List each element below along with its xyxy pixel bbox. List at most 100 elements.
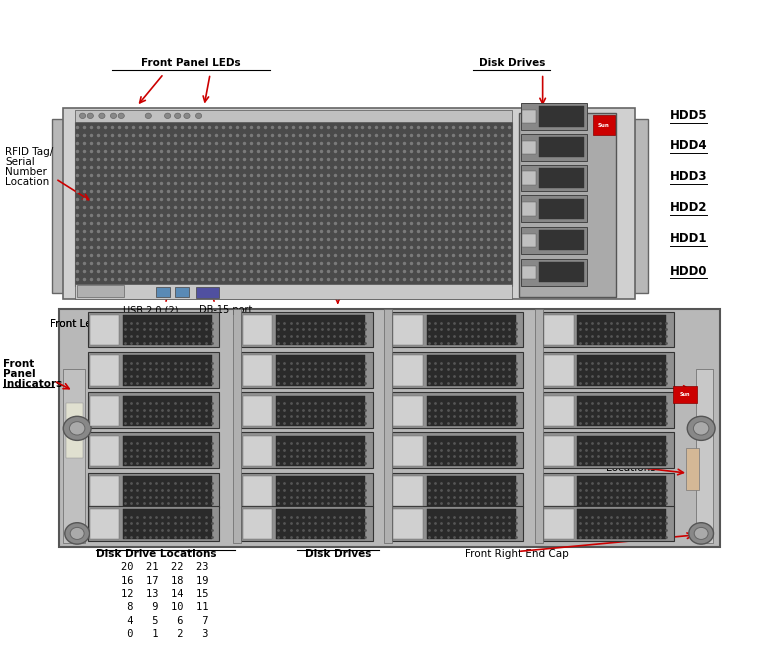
- Text: Number: Number: [5, 167, 47, 177]
- Text: Drive Map: Drive Map: [606, 453, 659, 463]
- FancyBboxPatch shape: [392, 472, 523, 508]
- Text: Location: Location: [5, 177, 50, 187]
- FancyBboxPatch shape: [542, 392, 674, 427]
- Text: Panel: Panel: [3, 369, 36, 379]
- Circle shape: [196, 113, 202, 118]
- FancyBboxPatch shape: [88, 506, 220, 542]
- Text: Locations: Locations: [606, 463, 656, 473]
- FancyBboxPatch shape: [243, 509, 272, 540]
- FancyBboxPatch shape: [74, 110, 511, 122]
- FancyBboxPatch shape: [241, 312, 372, 347]
- Text: USB 2.0 (2): USB 2.0 (2): [123, 305, 178, 315]
- Circle shape: [688, 417, 715, 440]
- Circle shape: [689, 523, 713, 544]
- FancyBboxPatch shape: [276, 315, 365, 345]
- FancyBboxPatch shape: [241, 506, 372, 542]
- Text: HDD5: HDD5: [670, 109, 708, 122]
- FancyBboxPatch shape: [521, 140, 535, 154]
- FancyBboxPatch shape: [427, 396, 515, 425]
- FancyBboxPatch shape: [521, 165, 587, 192]
- FancyBboxPatch shape: [539, 230, 584, 251]
- FancyBboxPatch shape: [427, 509, 515, 540]
- FancyBboxPatch shape: [539, 199, 584, 219]
- Circle shape: [99, 113, 105, 118]
- Text: HDD0: HDD0: [670, 265, 708, 278]
- Text: 0   1   2   3: 0 1 2 3: [121, 629, 209, 639]
- FancyBboxPatch shape: [89, 315, 119, 345]
- FancyBboxPatch shape: [593, 115, 615, 135]
- FancyBboxPatch shape: [577, 396, 667, 425]
- Circle shape: [69, 421, 85, 435]
- FancyBboxPatch shape: [241, 352, 372, 388]
- FancyBboxPatch shape: [521, 110, 535, 123]
- FancyBboxPatch shape: [577, 315, 667, 345]
- Text: Front Left End Cap: Front Left End Cap: [50, 319, 146, 329]
- Circle shape: [87, 113, 93, 118]
- FancyBboxPatch shape: [577, 476, 667, 506]
- Text: HDD4: HDD4: [670, 140, 708, 153]
- FancyBboxPatch shape: [577, 509, 667, 540]
- FancyBboxPatch shape: [521, 234, 535, 247]
- FancyBboxPatch shape: [544, 396, 573, 425]
- FancyBboxPatch shape: [544, 315, 573, 345]
- Text: 20  21  22  23: 20 21 22 23: [121, 562, 209, 572]
- FancyBboxPatch shape: [243, 435, 272, 466]
- FancyBboxPatch shape: [123, 315, 212, 345]
- FancyBboxPatch shape: [427, 435, 515, 466]
- Circle shape: [145, 113, 151, 118]
- FancyBboxPatch shape: [521, 227, 587, 254]
- FancyBboxPatch shape: [427, 355, 515, 386]
- FancyBboxPatch shape: [392, 312, 523, 347]
- FancyBboxPatch shape: [696, 370, 712, 544]
- FancyBboxPatch shape: [89, 396, 119, 425]
- FancyBboxPatch shape: [241, 432, 372, 468]
- FancyBboxPatch shape: [519, 113, 616, 297]
- FancyBboxPatch shape: [77, 285, 123, 297]
- FancyBboxPatch shape: [276, 509, 365, 540]
- FancyBboxPatch shape: [521, 202, 535, 216]
- FancyBboxPatch shape: [243, 315, 272, 345]
- Circle shape: [175, 113, 181, 118]
- Text: DB-15 port: DB-15 port: [199, 305, 252, 315]
- FancyBboxPatch shape: [88, 392, 220, 427]
- FancyBboxPatch shape: [521, 134, 587, 161]
- Text: HDD2: HDD2: [670, 201, 708, 214]
- Circle shape: [184, 113, 190, 118]
- FancyBboxPatch shape: [392, 352, 523, 388]
- Circle shape: [695, 528, 708, 540]
- FancyBboxPatch shape: [427, 476, 515, 506]
- FancyBboxPatch shape: [542, 312, 674, 347]
- Text: Front: Front: [606, 359, 637, 369]
- FancyBboxPatch shape: [393, 396, 423, 425]
- FancyBboxPatch shape: [65, 403, 82, 458]
- FancyBboxPatch shape: [88, 312, 220, 347]
- FancyBboxPatch shape: [156, 287, 170, 297]
- FancyBboxPatch shape: [276, 396, 365, 425]
- FancyBboxPatch shape: [542, 432, 674, 468]
- FancyBboxPatch shape: [392, 432, 523, 468]
- FancyBboxPatch shape: [89, 509, 119, 540]
- FancyBboxPatch shape: [393, 435, 423, 466]
- FancyBboxPatch shape: [241, 392, 372, 427]
- FancyBboxPatch shape: [544, 355, 573, 386]
- Circle shape: [64, 523, 89, 544]
- FancyBboxPatch shape: [123, 396, 212, 425]
- FancyBboxPatch shape: [234, 309, 241, 544]
- FancyBboxPatch shape: [393, 355, 423, 386]
- FancyBboxPatch shape: [123, 355, 212, 386]
- FancyBboxPatch shape: [276, 355, 365, 386]
- Circle shape: [165, 113, 171, 118]
- Circle shape: [110, 113, 116, 118]
- FancyBboxPatch shape: [392, 392, 523, 427]
- Circle shape: [64, 417, 91, 440]
- FancyBboxPatch shape: [687, 448, 699, 490]
- FancyBboxPatch shape: [74, 284, 511, 299]
- FancyBboxPatch shape: [123, 435, 212, 466]
- Text: Disk Drive Locations: Disk Drive Locations: [95, 549, 217, 559]
- FancyBboxPatch shape: [544, 435, 573, 466]
- FancyBboxPatch shape: [521, 171, 535, 185]
- FancyBboxPatch shape: [577, 435, 667, 466]
- FancyBboxPatch shape: [276, 476, 365, 506]
- Text: Panel: Panel: [606, 369, 639, 379]
- FancyBboxPatch shape: [392, 506, 523, 542]
